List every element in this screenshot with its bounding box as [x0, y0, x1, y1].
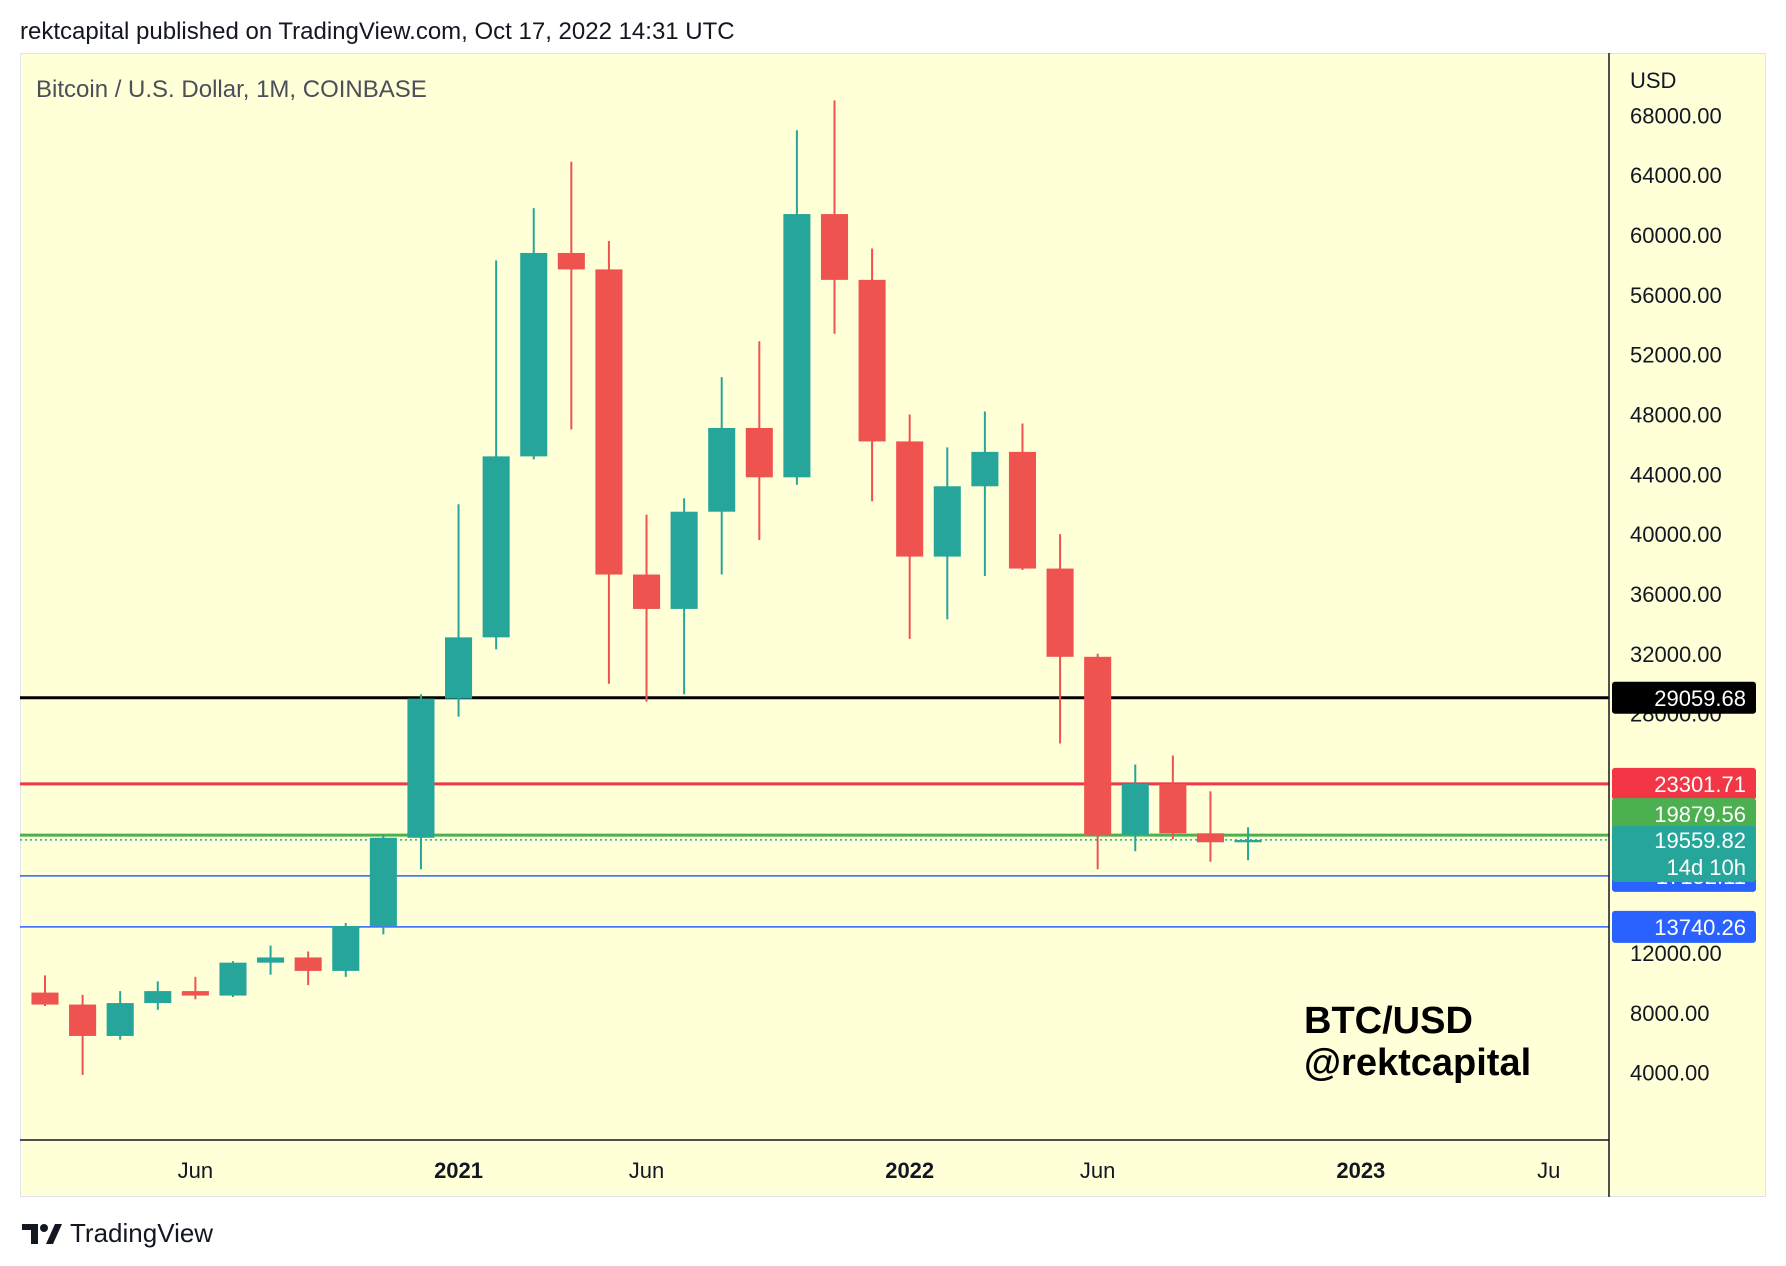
y-tick-label: 44000.00 — [1630, 462, 1722, 487]
candle-body — [1234, 839, 1262, 843]
levels-layer — [20, 696, 1609, 928]
price-badge — [1612, 767, 1756, 800]
x-tick-label: 2021 — [434, 1158, 483, 1183]
candle-body — [1121, 783, 1149, 835]
time-axis: Jun 2021 Jun 2022 Jun 2023 Ju — [178, 1158, 1561, 1183]
x-tick-label: 2023 — [1336, 1158, 1385, 1183]
price-badge — [1612, 910, 1756, 943]
y-tick-label: 8000.00 — [1630, 1001, 1710, 1026]
last-price-label: 19559.82 — [1654, 828, 1746, 853]
price-badge-label: 19879.56 — [1654, 802, 1746, 827]
y-tick-label: 12000.00 — [1630, 941, 1722, 966]
candle-body — [332, 926, 360, 971]
candle-body — [670, 511, 698, 609]
price-badge-label: 29059.68 — [1654, 686, 1746, 711]
y-tick-label: 4000.00 — [1630, 1061, 1710, 1086]
candle-body — [181, 991, 209, 996]
candle-body — [557, 252, 585, 270]
y-tick-label: 56000.00 — [1630, 283, 1722, 308]
candle-body — [1046, 568, 1074, 657]
candle-body — [1159, 783, 1187, 834]
candle-body — [144, 991, 172, 1004]
tradingview-footer[interactable]: TradingView — [22, 1218, 213, 1249]
candle-body — [1008, 451, 1037, 569]
y-tick-label: 60000.00 — [1630, 223, 1722, 248]
candle-body — [858, 279, 886, 442]
candle-body — [407, 698, 435, 838]
tradingview-logo-icon — [22, 1223, 62, 1244]
y-tick-label: 52000.00 — [1630, 343, 1722, 368]
candle-body — [1084, 656, 1112, 835]
candle-body — [520, 252, 548, 457]
y-tick-label: 68000.00 — [1630, 103, 1722, 128]
candles-layer — [31, 100, 1262, 1075]
candle-body — [1196, 833, 1224, 843]
y-tick-label: 32000.00 — [1630, 642, 1722, 667]
candle-body — [369, 837, 397, 927]
price-badge — [1612, 798, 1756, 831]
x-tick-label: Jun — [629, 1158, 664, 1183]
candle-body — [595, 269, 623, 575]
candle-body — [971, 451, 999, 487]
candle-body — [632, 574, 661, 609]
price-badge — [1612, 681, 1756, 714]
y-tick-label: 40000.00 — [1630, 522, 1722, 547]
watermark-line-2: @rektcapital — [1304, 1042, 1532, 1084]
x-tick-label: Ju — [1537, 1158, 1560, 1183]
price-badge-label: 23301.71 — [1654, 772, 1746, 797]
candle-body — [783, 214, 811, 478]
candle-body — [294, 957, 322, 971]
last-price-badge — [1612, 825, 1756, 882]
candle-body — [482, 456, 510, 638]
watermark: BTC/USD @rektcapital — [1304, 1000, 1531, 1084]
candle-body — [933, 486, 961, 557]
x-tick-label: Jun — [1080, 1158, 1115, 1183]
x-tick-label: Jun — [178, 1158, 213, 1183]
candle-body — [106, 1003, 134, 1036]
chart-pane[interactable] — [20, 53, 1766, 1197]
symbol-title[interactable]: Bitcoin / U.S. Dollar, 1M, COINBASE — [36, 76, 427, 103]
y-tick-label: 64000.00 — [1630, 163, 1722, 188]
candle-body — [31, 992, 59, 1005]
candle-body — [708, 427, 736, 512]
price-badge-label: 13740.26 — [1654, 915, 1746, 940]
candle-body — [257, 957, 285, 963]
y-tick-label: 36000.00 — [1630, 582, 1722, 607]
candle-body — [745, 427, 773, 478]
footer-brand: TradingView — [70, 1218, 214, 1248]
publish-header: rektcapital published on TradingView.com… — [20, 18, 735, 45]
y-tick-label: 48000.00 — [1630, 402, 1722, 427]
currency-label: USD — [1630, 68, 1676, 93]
price-badges: 29059.6823301.7119879.5617152.1113740.26… — [1612, 681, 1756, 943]
candle-body — [896, 441, 924, 557]
candle-body — [69, 1004, 97, 1036]
candle-body — [445, 637, 473, 699]
candle-body — [820, 214, 849, 280]
countdown-label: 14d 10h — [1666, 855, 1746, 880]
x-tick-label: 2022 — [885, 1158, 934, 1183]
watermark-line-1: BTC/USD — [1304, 1000, 1473, 1042]
candle-body — [219, 962, 247, 996]
